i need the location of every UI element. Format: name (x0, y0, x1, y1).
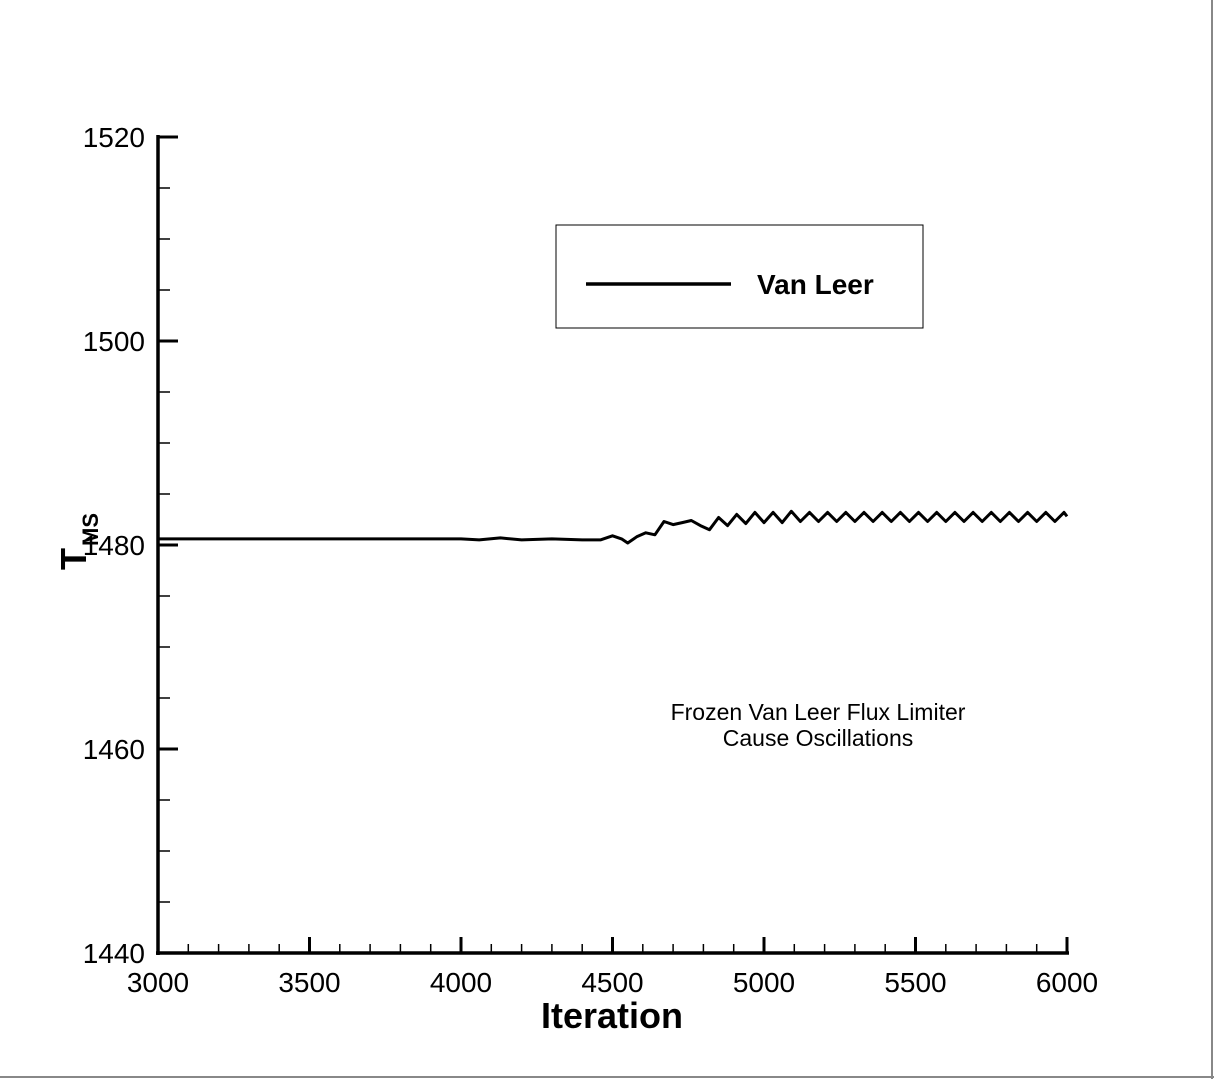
tick-labels: 3000 3500 4000 4500 5000 5500 6000 1440 1460 1480… (83, 122, 1098, 998)
x-tick-label: 4500 (581, 967, 643, 998)
annotation: Frozen Van Leer Flux Limiter Cause Oscil… (671, 699, 966, 751)
y-axis-title-subscript: MS (78, 513, 103, 546)
series-layer (158, 509, 1069, 545)
x-tick-label: 3500 (278, 967, 340, 998)
y-tick-label: 1480 (83, 530, 145, 561)
y-tick-label: 1440 (83, 938, 145, 969)
x-axis-title: Iteration (541, 995, 683, 1036)
legend-box (555, 224, 924, 329)
y-tick-label: 1460 (83, 734, 145, 765)
annotation-line-2: Cause Oscillations (723, 725, 913, 751)
x-tick-label: 5500 (884, 967, 946, 998)
x-tick-label: 5000 (733, 967, 795, 998)
y-axis-title-group: T MS (53, 513, 103, 570)
ticks (156, 135, 1069, 955)
legend: Van Leer (555, 224, 924, 329)
y-tick-label: 1500 (83, 326, 145, 357)
annotation-line-1: Frozen Van Leer Flux Limiter (671, 699, 966, 725)
legend-label-van-leer: Van Leer (757, 269, 874, 300)
y-axis-title: T (53, 548, 94, 570)
x-tick-label: 3000 (127, 967, 189, 998)
x-tick-label: 6000 (1036, 967, 1098, 998)
x-tick-label: 4000 (430, 967, 492, 998)
y-tick-label: 1520 (83, 122, 145, 153)
series-line-van-leer (158, 509, 1069, 545)
